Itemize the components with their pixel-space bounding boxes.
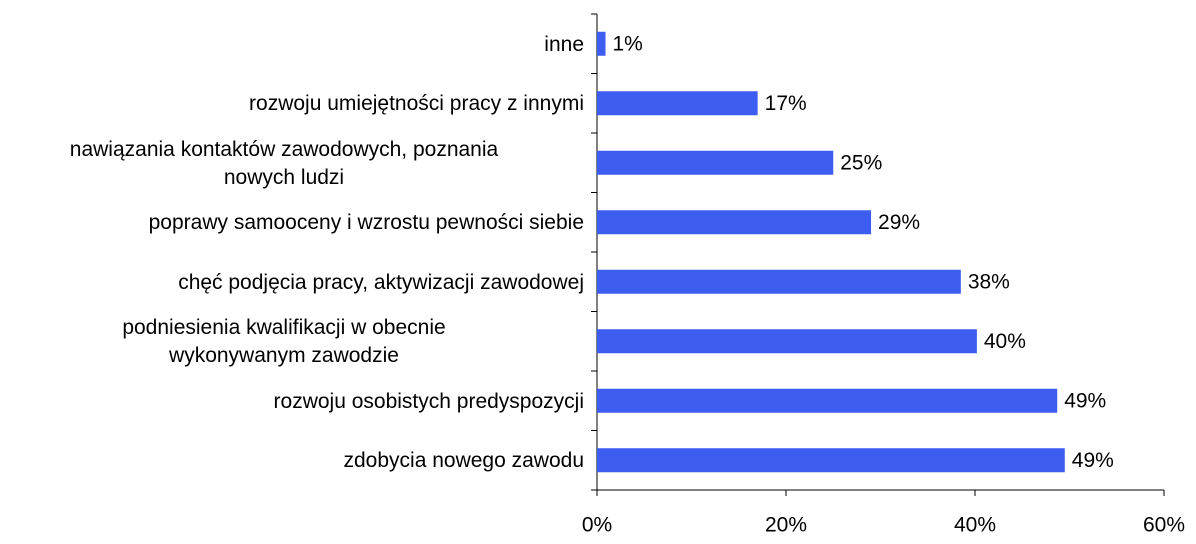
bar (597, 448, 1065, 473)
bar (597, 150, 834, 175)
bar (597, 329, 977, 354)
category-label: podniesienia kwalifikacji w obecnie wyko… (122, 316, 446, 368)
value-label: 49% (1072, 449, 1114, 472)
value-label: 25% (840, 151, 882, 174)
value-label: 1% (613, 32, 643, 55)
value-label: 17% (765, 92, 807, 115)
bar (597, 31, 606, 56)
category-label: zdobycia nowego zawodu (343, 449, 585, 473)
category-label: nawiązania kontaktów zawodowych, poznani… (69, 137, 499, 189)
value-label: 40% (984, 330, 1026, 353)
value-label: 29% (878, 211, 920, 234)
category-label: inne (544, 32, 584, 56)
x-tick-label: 0% (582, 514, 612, 537)
bar (597, 210, 872, 235)
category-label: chęć podjęcia pracy, aktywizacji zawodow… (178, 270, 584, 294)
x-tick-label: 60% (1143, 514, 1185, 537)
category-label: rozwoju umiejętności pracy z innymi (249, 92, 584, 116)
bar (597, 269, 961, 294)
value-label: 49% (1064, 389, 1106, 412)
bar (597, 388, 1058, 413)
x-tick-label: 20% (765, 514, 807, 537)
category-label: poprawy samooceny i wzrostu pewności sie… (148, 211, 584, 235)
category-label: rozwoju osobistych predyspozycji (273, 389, 584, 413)
value-label: 38% (968, 270, 1010, 293)
x-tick-label: 40% (954, 514, 996, 537)
bar (597, 91, 758, 116)
